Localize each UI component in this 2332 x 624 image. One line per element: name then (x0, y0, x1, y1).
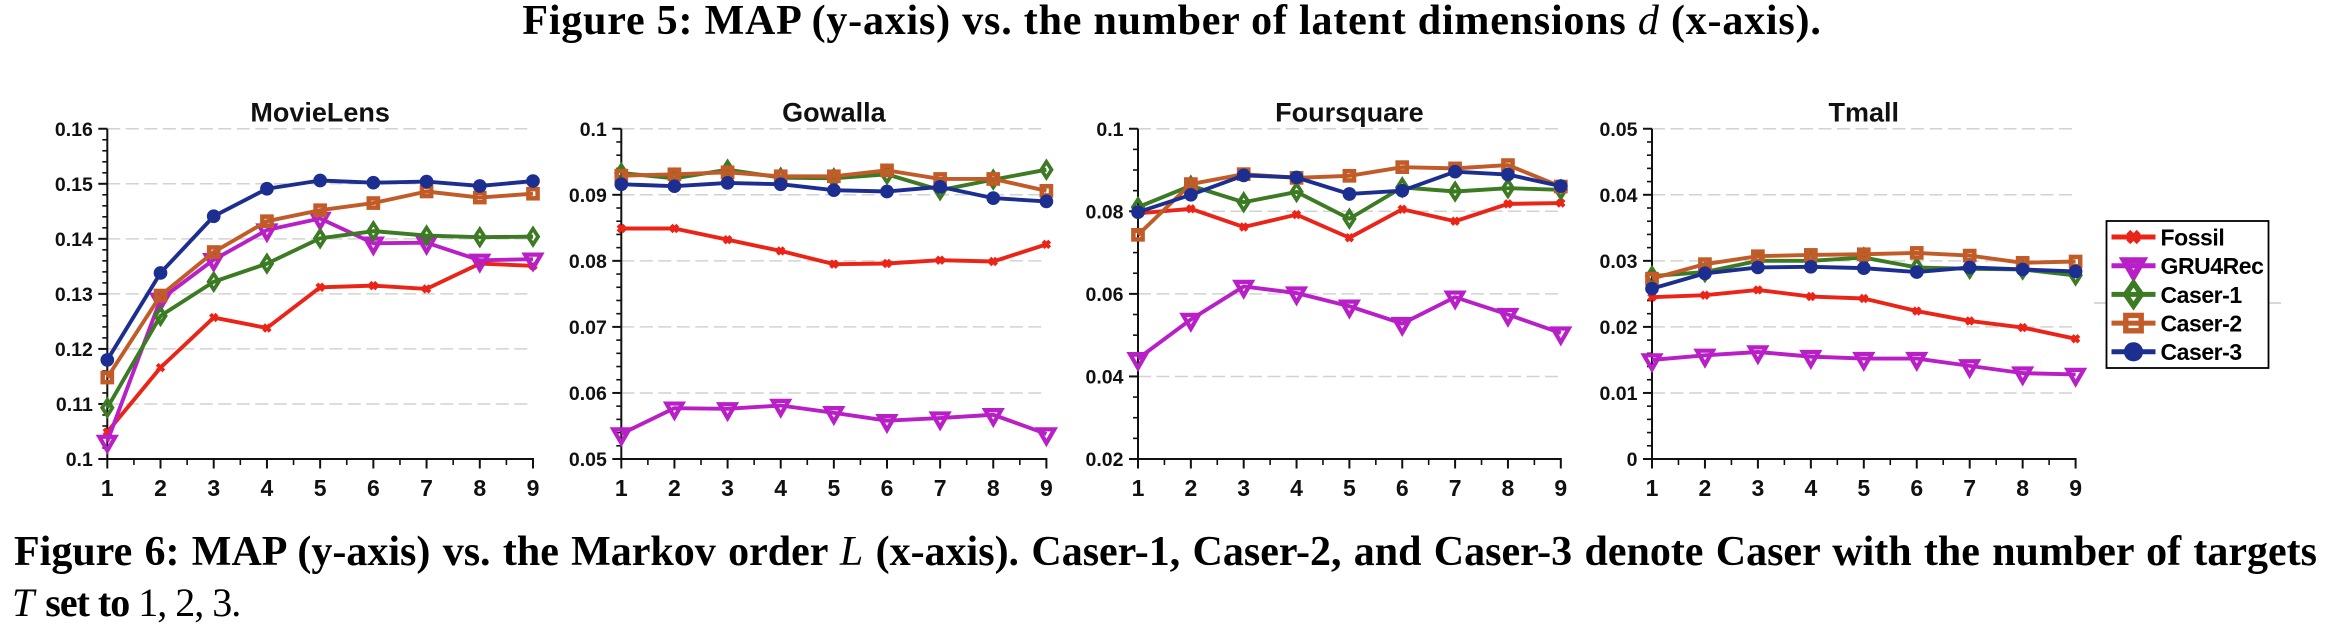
svg-text:5: 5 (314, 475, 327, 501)
svg-text:0: 0 (1627, 449, 1638, 471)
svg-text:2: 2 (668, 475, 681, 501)
svg-text:8: 8 (473, 475, 486, 501)
svg-text:7: 7 (934, 475, 947, 501)
svg-text:0.13: 0.13 (55, 284, 93, 306)
svg-text:8: 8 (987, 475, 1000, 501)
svg-text:0.04: 0.04 (1086, 366, 1124, 388)
svg-text:0.06: 0.06 (1086, 284, 1124, 306)
svg-text:3: 3 (721, 475, 734, 501)
svg-text:5: 5 (827, 475, 840, 501)
svg-text:Caser-1: Caser-1 (2161, 282, 2243, 308)
svg-text:6: 6 (367, 475, 380, 501)
svg-text:0.06: 0.06 (569, 383, 607, 405)
svg-text:Caser-3: Caser-3 (2161, 339, 2242, 365)
svg-text:0.14: 0.14 (55, 229, 93, 251)
svg-text:3: 3 (1237, 475, 1250, 501)
svg-text:0.16: 0.16 (55, 119, 93, 141)
svg-text:2: 2 (154, 475, 167, 501)
svg-text:Foursquare: Foursquare (1275, 98, 1424, 128)
svg-text:6: 6 (1910, 475, 1923, 501)
svg-text:0.15: 0.15 (55, 174, 93, 196)
svg-text:1: 1 (1132, 475, 1145, 501)
svg-text:5: 5 (1857, 475, 1870, 501)
svg-text:9: 9 (1554, 475, 1567, 501)
svg-text:1: 1 (101, 475, 114, 501)
svg-text:4: 4 (261, 475, 274, 501)
svg-text:4: 4 (774, 475, 787, 501)
svg-text:0.02: 0.02 (1600, 317, 1638, 339)
svg-text:0.03: 0.03 (1600, 251, 1638, 273)
svg-text:3: 3 (1752, 475, 1765, 501)
svg-text:9: 9 (1040, 475, 1053, 501)
svg-text:Fossil: Fossil (2161, 224, 2225, 250)
svg-text:5: 5 (1343, 475, 1356, 501)
svg-text:2: 2 (1699, 475, 1712, 501)
svg-text:GRU4Rec: GRU4Rec (2161, 253, 2265, 279)
svg-text:0.08: 0.08 (1086, 201, 1124, 223)
svg-text:0.07: 0.07 (569, 317, 607, 339)
svg-text:2: 2 (1184, 475, 1197, 501)
svg-text:MovieLens: MovieLens (250, 98, 390, 128)
svg-text:0.09: 0.09 (569, 185, 607, 207)
svg-text:0.12: 0.12 (55, 339, 93, 361)
svg-text:9: 9 (527, 475, 540, 501)
svg-text:0.05: 0.05 (569, 449, 607, 471)
svg-text:0.04: 0.04 (1600, 185, 1638, 207)
svg-text:6: 6 (1396, 475, 1409, 501)
svg-text:0.01: 0.01 (1600, 383, 1638, 405)
svg-text:7: 7 (1963, 475, 1976, 501)
svg-text:0.08: 0.08 (569, 251, 607, 273)
svg-text:9: 9 (2069, 475, 2082, 501)
svg-text:8: 8 (1502, 475, 1515, 501)
svg-text:0.1: 0.1 (66, 449, 93, 471)
svg-text:1: 1 (1646, 475, 1659, 501)
svg-text:4: 4 (1290, 475, 1303, 501)
svg-text:6: 6 (881, 475, 894, 501)
svg-text:3: 3 (207, 475, 220, 501)
svg-text:4: 4 (1804, 475, 1817, 501)
svg-text:0.1: 0.1 (1096, 119, 1123, 141)
svg-text:Caser-2: Caser-2 (2161, 311, 2242, 337)
svg-text:8: 8 (2016, 475, 2029, 501)
svg-text:Tmall: Tmall (1829, 98, 1900, 128)
svg-text:0.11: 0.11 (56, 394, 93, 416)
svg-text:7: 7 (1449, 475, 1462, 501)
svg-text:7: 7 (420, 475, 433, 501)
svg-text:1: 1 (615, 475, 628, 501)
svg-text:Gowalla: Gowalla (782, 98, 887, 128)
svg-text:0.05: 0.05 (1600, 119, 1638, 141)
svg-text:0.02: 0.02 (1086, 449, 1124, 471)
svg-text:0.1: 0.1 (580, 119, 607, 141)
